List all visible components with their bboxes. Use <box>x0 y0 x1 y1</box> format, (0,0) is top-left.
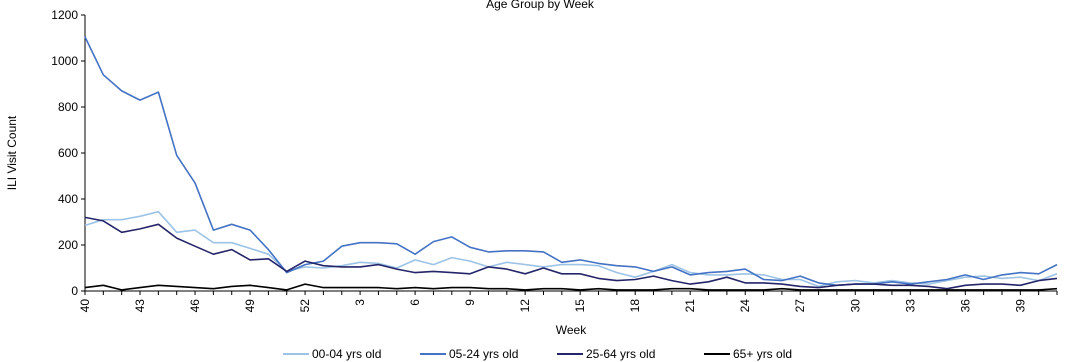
x-tick-label: 52 <box>298 299 312 313</box>
x-tick-label: 3 <box>353 299 367 306</box>
x-tick-label: 24 <box>738 299 752 313</box>
x-tick-label: 33 <box>903 299 917 313</box>
y-tick-label: 200 <box>58 238 78 252</box>
legend-label: 25-64 yrs old <box>586 347 655 361</box>
y-tick-label: 400 <box>58 192 78 206</box>
y-tick-label: 0 <box>71 284 78 298</box>
series-line-2 <box>84 36 1058 287</box>
y-axis: 0 200 400 600 800 1000 1200 <box>51 8 86 298</box>
legend-label: 05-24 yrs old <box>449 347 518 361</box>
series-line-1 <box>84 210 1058 288</box>
legend-label: 65+ yrs old <box>733 347 792 361</box>
x-tick-label: 6 <box>408 299 422 306</box>
y-tick-label: 1000 <box>51 54 78 68</box>
x-tick-label: 39 <box>1013 299 1027 313</box>
x-tick-label: 46 <box>188 299 202 313</box>
x-tick-label: 49 <box>243 299 257 313</box>
series-layer <box>84 36 1058 291</box>
x-tick-label: 30 <box>848 299 862 313</box>
x-tick-label: 15 <box>573 299 587 313</box>
y-tick-label: 1200 <box>51 8 78 22</box>
x-tick-label: 36 <box>958 299 972 313</box>
x-tick-label: 40 <box>78 299 92 313</box>
legend: 00-04 yrs old 05-24 yrs old 25-64 yrs old 6… <box>283 347 792 361</box>
y-tick-label: 600 <box>58 146 78 160</box>
y-tick-label: 800 <box>58 100 78 114</box>
x-axis: 40 43 46 49 52 3 6 9 12 15 18 21 24 27 30 33 36 39 <box>78 290 1058 313</box>
x-tick-label: 12 <box>518 299 532 313</box>
x-tick-label: 9 <box>463 299 477 306</box>
series-line-4 <box>84 283 1058 291</box>
x-tick-label: 18 <box>628 299 642 313</box>
legend-label: 00-04 yrs old <box>312 347 381 361</box>
y-axis-title: ILI Visit Count <box>5 115 19 190</box>
x-tick-label: 27 <box>793 299 807 313</box>
series-line-3 <box>84 216 1058 290</box>
x-tick-label: 21 <box>683 299 697 313</box>
x-tick-label: 43 <box>133 299 147 313</box>
x-axis-title: Week <box>556 323 587 337</box>
chart-title-partial: Age Group by Week <box>486 0 595 11</box>
